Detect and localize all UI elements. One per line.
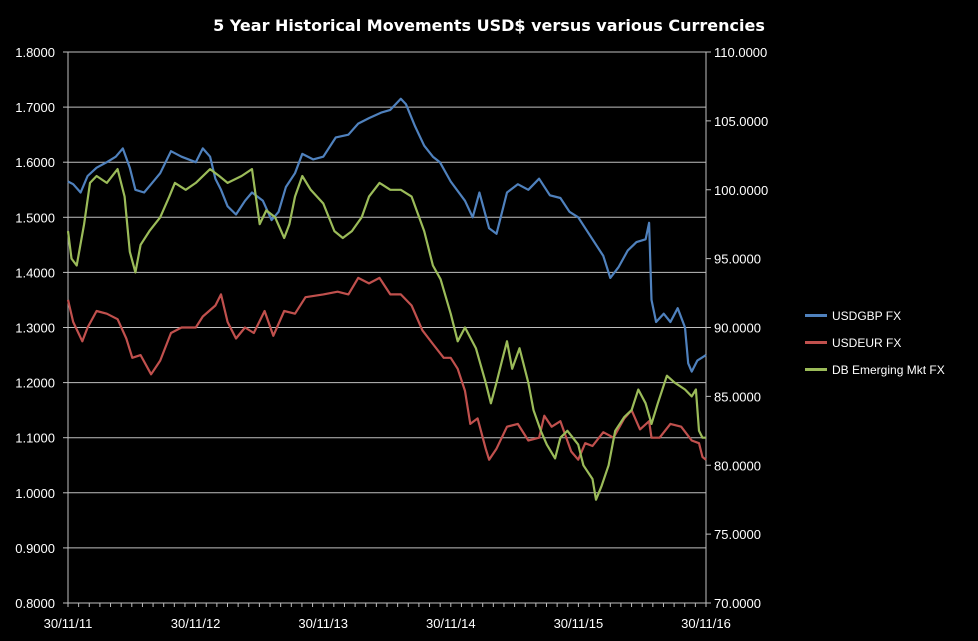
right-axis-tick-label: 75.0000	[714, 527, 761, 542]
left-axis-tick-label: 0.9000	[15, 541, 55, 556]
series-lines	[66, 97, 707, 501]
left-axis-tick-label: 1.2000	[15, 376, 55, 391]
left-axis-tick-label: 1.8000	[15, 45, 55, 60]
legend: USDGBP FX USDEUR FX DB Emerging Mkt FX	[805, 302, 945, 383]
legend-swatch	[805, 341, 827, 344]
left-axis-tick-labels: 0.8000 0.9000 1.0000 1.1000 1.2000 1.3000 1.40…	[15, 45, 55, 611]
x-axis-tick-label: 30/11/14	[426, 616, 476, 631]
legend-item: DB Emerging Mkt FX	[805, 356, 945, 383]
legend-swatch	[805, 368, 827, 371]
left-axis-tick-label: 1.3000	[15, 321, 55, 336]
right-axis-tick-label: 110.0000	[714, 45, 767, 60]
chart-title: 5 Year Historical Movements USD$ versus …	[213, 16, 765, 35]
left-axis-tick-label: 1.7000	[15, 100, 55, 115]
x-axis-tick-labels: 30/11/11 30/11/12 30/11/13 30/11/14 30/11/15…	[44, 616, 731, 631]
left-axis-tick-label: 1.4000	[15, 265, 55, 280]
legend-item: USDEUR FX	[805, 329, 945, 356]
legend-label: USDGBP FX	[832, 308, 902, 323]
right-axis-tick-labels: 70.0000 75.0000 80.0000 85.0000 90.0000 95.00…	[714, 45, 768, 611]
left-axis-tick-label: 1.6000	[15, 155, 55, 170]
right-axis-tick-label: 80.0000	[714, 458, 761, 473]
x-axis-tick-label: 30/11/16	[681, 616, 731, 631]
x-axis-tick-label: 30/11/13	[298, 616, 348, 631]
left-axis-tick-label: 1.1000	[15, 431, 55, 446]
x-axis-tick-label: 30/11/12	[171, 616, 221, 631]
left-axis-tick-label: 1.5000	[15, 210, 55, 225]
left-axis-tick-label: 1.0000	[15, 486, 55, 501]
left-axis-tick-label: 0.8000	[15, 596, 55, 611]
x-axis-tick-label: 30/11/15	[554, 616, 604, 631]
gridlines	[68, 51, 706, 549]
right-axis-tick-label: 70.0000	[714, 596, 761, 611]
axes	[63, 51, 711, 607]
legend-label: USDEUR FX	[832, 335, 902, 350]
series-line-usdgbp-fx	[67, 97, 707, 373]
series-line-db-emerging-mkt-fx	[66, 168, 706, 501]
right-axis-tick-label: 90.0000	[714, 321, 761, 336]
series-line-usdeur-fx	[66, 276, 707, 461]
right-axis-tick-label: 105.0000	[714, 114, 768, 129]
legend-item: USDGBP FX	[805, 302, 945, 329]
right-axis-tick-label: 100.0000	[714, 183, 768, 198]
right-axis-tick-label: 95.0000	[714, 252, 761, 267]
right-axis-tick-label: 85.0000	[714, 389, 761, 404]
x-axis-tick-label: 30/11/11	[44, 616, 93, 631]
legend-label: DB Emerging Mkt FX	[832, 362, 945, 377]
legend-swatch	[805, 314, 827, 317]
